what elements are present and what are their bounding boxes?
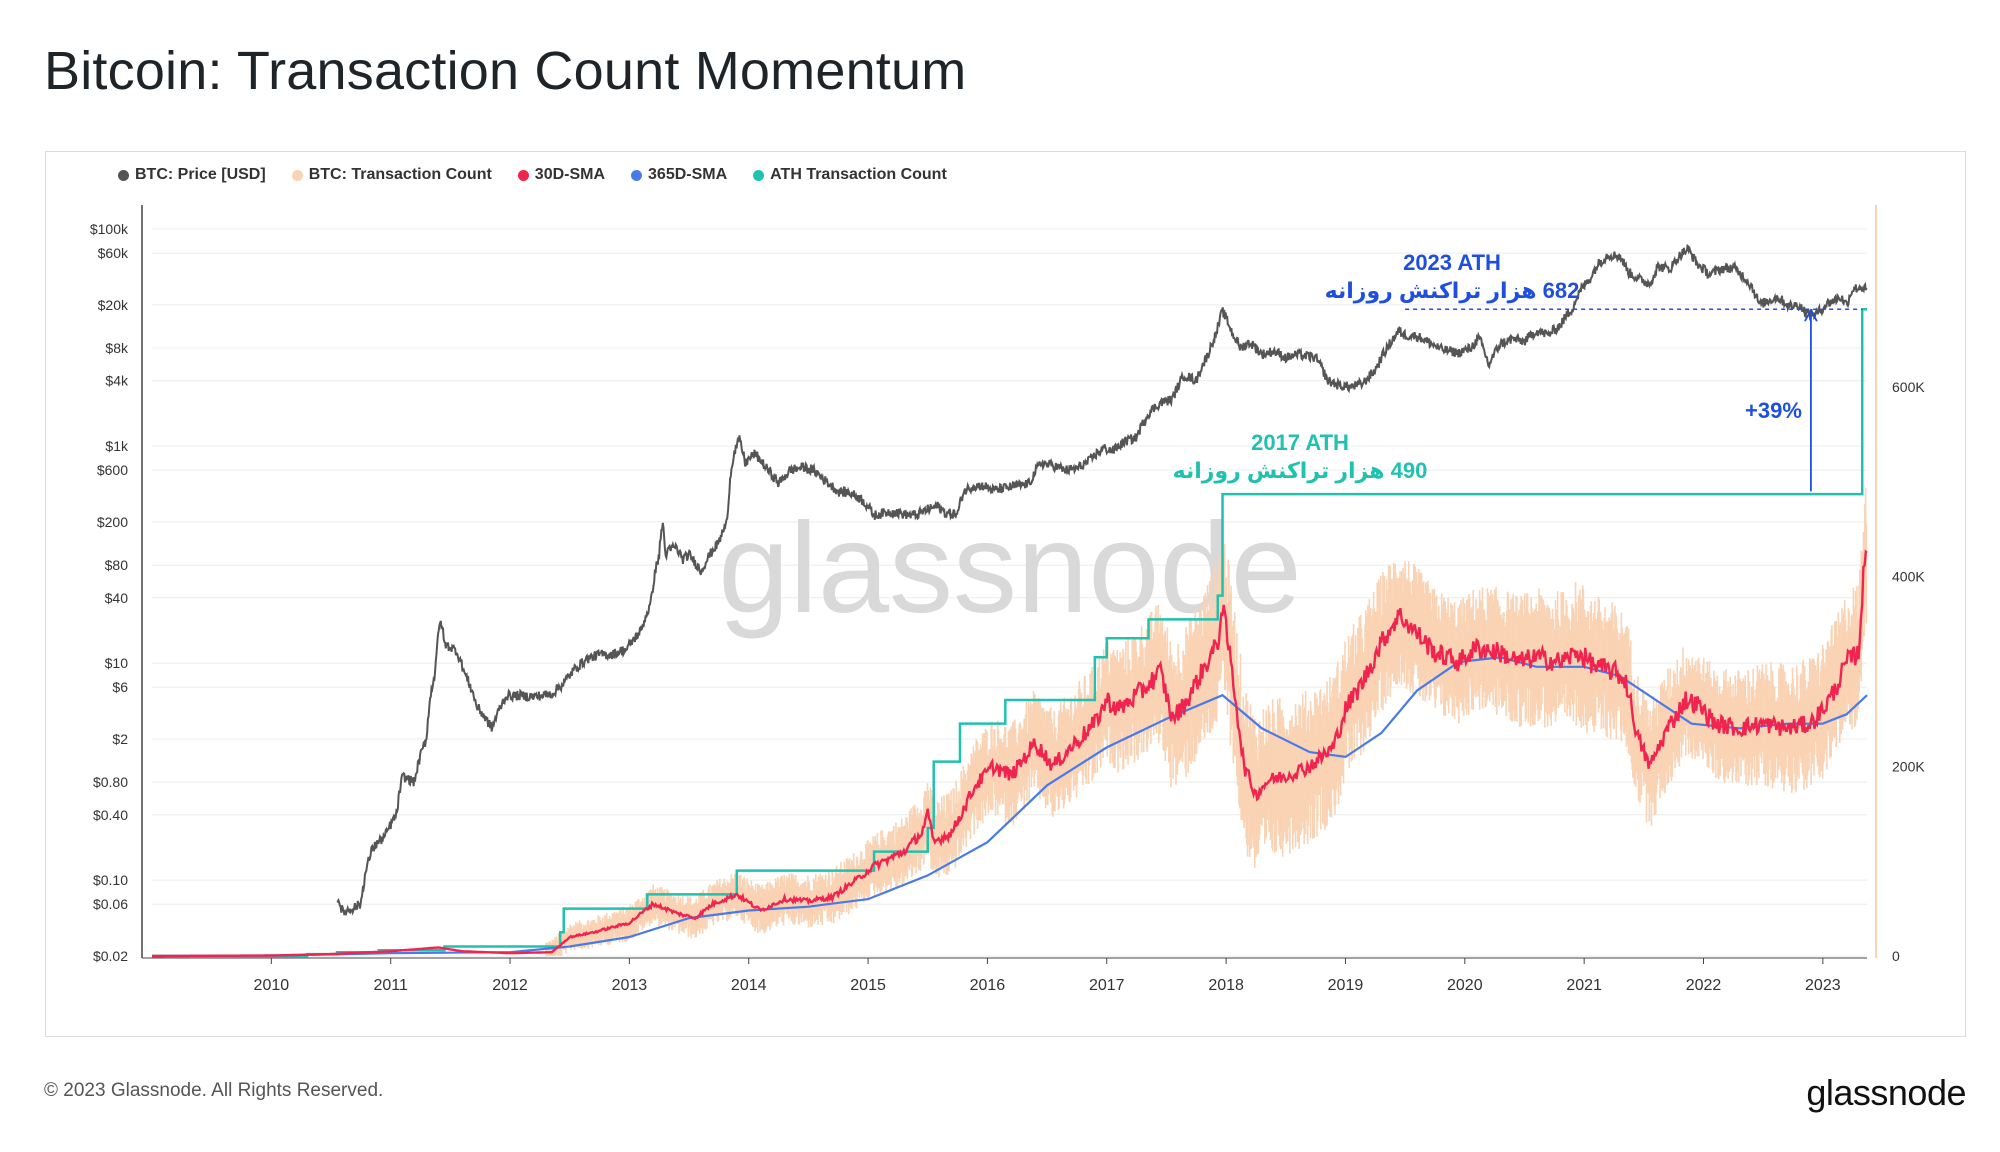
- y-right-tick-label: 0: [1892, 948, 1900, 964]
- ath-2017-label: 2017 ATH: [1251, 430, 1349, 455]
- btc-price-line: [336, 243, 1868, 917]
- legend-dot-icon: [631, 169, 643, 181]
- x-tick-label: 2015: [850, 977, 886, 994]
- legend-label: ATH Transaction Count: [770, 166, 947, 183]
- x-tick-label: 2023: [1805, 977, 1841, 994]
- x-tick-label: 2012: [492, 977, 528, 994]
- y-left-tick-label: $0.80: [93, 774, 128, 790]
- y-left-tick-label: $2: [112, 731, 128, 747]
- glassnode-logo[interactable]: glassnode: [1806, 1072, 1966, 1113]
- legend-dot-icon: [753, 169, 765, 181]
- y-left-tick-label: $0.40: [93, 807, 128, 823]
- x-tick-label: 2011: [373, 977, 408, 994]
- arrow-head-icon: [1804, 308, 1818, 322]
- x-tick-label: 2010: [254, 977, 290, 994]
- y-left-tick-label: $6: [112, 679, 128, 695]
- x-tick-label: 2020: [1447, 977, 1483, 994]
- ath-2017-subtitle: 490 هزار تراکنش روزانه: [1173, 458, 1428, 484]
- page-title: Bitcoin: Transaction Count Momentum: [44, 41, 967, 101]
- legend-item-transaction-count[interactable]: BTC: Transaction Count: [291, 166, 492, 184]
- ath-2023-label: 2023 ATH: [1403, 250, 1501, 275]
- legend-item-price[interactable]: BTC: Price [USD]: [118, 166, 266, 184]
- legend-item-ath-transaction-count[interactable]: ATH Transaction Count: [753, 166, 947, 184]
- y-left-tick-label: $0.10: [93, 872, 128, 888]
- x-tick-label: 2013: [612, 977, 648, 994]
- y-left-tick-label: $0.06: [93, 896, 128, 912]
- y-left-tick-label: $100k: [90, 221, 129, 237]
- footer-copyright: © 2023 Glassnode. All Rights Reserved.: [44, 1080, 384, 1101]
- y-left-tick-label: $0.02: [93, 948, 128, 964]
- y-left-tick-label: $600: [97, 462, 128, 478]
- y-right-tick-label: 600K: [1892, 379, 1925, 395]
- y-left-tick-label: $20k: [98, 297, 129, 313]
- legend-item-365d-sma[interactable]: 365D-SMA: [631, 166, 727, 184]
- legend-label: BTC: Price [USD]: [135, 166, 266, 183]
- legend-label: 30D-SMA: [534, 166, 606, 183]
- ath-2023-subtitle: 682 هزار تراکنش روزانه: [1325, 278, 1580, 304]
- y-left-tick-label: $4k: [105, 373, 129, 389]
- y-left-tick-label: $200: [97, 514, 128, 530]
- y-right-tick-label: 200K: [1892, 758, 1925, 774]
- x-tick-label: 2022: [1686, 977, 1722, 994]
- y-left-tick-label: $10: [105, 655, 129, 671]
- legend-label: 365D-SMA: [648, 166, 728, 183]
- chart-frame: [45, 151, 1966, 1037]
- legend-dot-icon: [118, 169, 129, 181]
- sma-30d-line: [152, 549, 1868, 958]
- y-left-tick-label: $60k: [98, 245, 129, 261]
- chart-legend: BTC: Price [USD] BTC: Transaction Count …: [118, 166, 947, 184]
- pct-change-label: +39%: [1745, 398, 1802, 423]
- y-left-tick-label: $1k: [105, 438, 129, 454]
- y-right-tick-label: 400K: [1892, 569, 1925, 585]
- x-tick-label: 2019: [1328, 977, 1364, 994]
- ath-transaction-count-line: [152, 307, 1867, 958]
- legend-dot-icon: [291, 169, 303, 181]
- x-tick-label: 2018: [1208, 977, 1244, 994]
- legend-dot-icon: [517, 169, 529, 181]
- y-left-tick-label: $8k: [105, 340, 129, 356]
- x-tick-label: 2014: [731, 977, 767, 994]
- y-left-tick-label: $40: [105, 590, 129, 606]
- legend-item-30d-sma[interactable]: 30D-SMA: [517, 166, 606, 184]
- x-tick-label: 2021: [1566, 977, 1602, 994]
- y-left-tick-label: $80: [105, 557, 129, 573]
- x-tick-label: 2016: [970, 977, 1006, 994]
- x-tick-label: 2017: [1089, 977, 1125, 994]
- legend-label: BTC: Transaction Count: [308, 166, 492, 183]
